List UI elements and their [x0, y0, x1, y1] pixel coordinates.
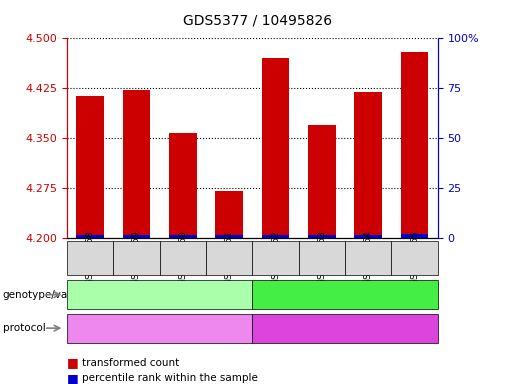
Text: MTHFR+/-: MTHFR+/- — [317, 290, 373, 300]
Text: GSM840461: GSM840461 — [225, 230, 234, 285]
Bar — [354, 235, 382, 238]
Text: GSM840465: GSM840465 — [410, 230, 419, 285]
Text: GSM840458: GSM840458 — [85, 230, 95, 285]
Text: GSM840464: GSM840464 — [364, 230, 373, 285]
Text: low folate diet: low folate diet — [305, 323, 385, 333]
Bar — [401, 52, 428, 238]
Text: GSM840460: GSM840460 — [178, 230, 187, 285]
Bar — [262, 235, 289, 238]
Bar — [215, 191, 243, 238]
Bar — [308, 125, 336, 238]
Text: MTHFR+/+: MTHFR+/+ — [129, 290, 191, 300]
Bar — [169, 235, 197, 238]
Text: transformed count: transformed count — [82, 358, 180, 368]
Text: genotype/variation: genotype/variation — [3, 290, 101, 300]
Text: control diet: control diet — [128, 323, 192, 333]
Text: GDS5377 / 10495826: GDS5377 / 10495826 — [183, 13, 332, 27]
Text: protocol: protocol — [3, 323, 45, 333]
Bar — [354, 92, 382, 238]
Text: GSM840463: GSM840463 — [317, 230, 327, 285]
Bar — [401, 234, 428, 238]
Text: ■: ■ — [67, 356, 79, 369]
Text: GSM840462: GSM840462 — [271, 230, 280, 285]
Text: ■: ■ — [67, 372, 79, 384]
Bar — [215, 235, 243, 238]
Text: GSM840459: GSM840459 — [132, 230, 141, 285]
Bar — [308, 235, 336, 238]
Bar — [262, 58, 289, 238]
Bar — [169, 133, 197, 238]
Bar — [123, 235, 150, 238]
Text: percentile rank within the sample: percentile rank within the sample — [82, 373, 259, 383]
Bar — [76, 96, 104, 238]
Bar — [123, 90, 150, 238]
Bar — [76, 235, 104, 238]
